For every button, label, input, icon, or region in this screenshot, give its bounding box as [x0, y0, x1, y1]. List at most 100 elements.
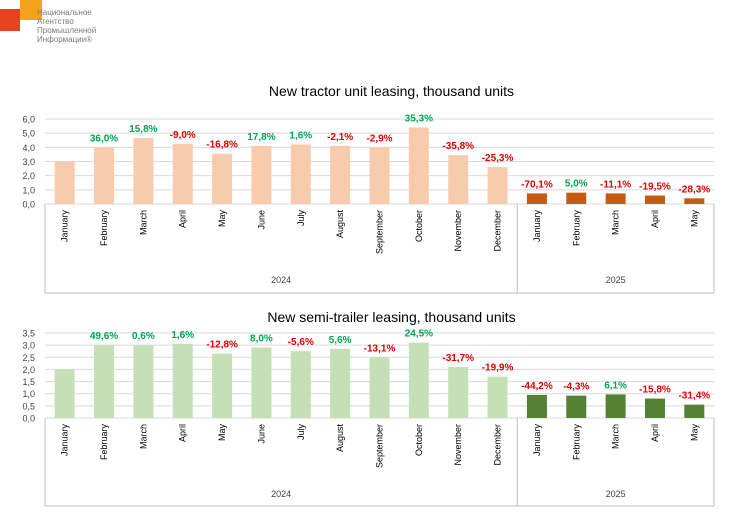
data-label: -35,8%	[442, 141, 474, 152]
x-tick-label: February	[99, 210, 109, 247]
logo-org-line: Агентство	[37, 17, 74, 26]
data-label: -19,5%	[639, 182, 671, 193]
x-tick-label: November	[453, 424, 463, 466]
x-tick-label: February	[99, 424, 109, 461]
group-label: 2025	[606, 275, 626, 285]
group-label: 2024	[271, 489, 291, 499]
y-tick-label: 0,0	[22, 200, 35, 210]
x-tick-label: September	[375, 210, 385, 254]
data-label: 24,5%	[405, 329, 433, 340]
bar	[644, 398, 665, 418]
x-tick-label: March	[611, 210, 621, 235]
data-label: -13,1%	[364, 343, 396, 354]
x-tick-label: February	[571, 210, 581, 247]
data-label: -5,6%	[288, 337, 314, 348]
data-label: 35,3%	[405, 114, 433, 125]
y-tick-label: 0,5	[22, 401, 35, 411]
x-tick-label: April	[650, 210, 660, 228]
x-tick-label: May	[689, 424, 699, 442]
bar	[408, 342, 429, 418]
data-label: -25,3%	[482, 153, 514, 164]
logo-org-name: Национальное Агентство Промышленной Инфо…	[37, 8, 107, 44]
data-label: -31,7%	[442, 353, 474, 364]
x-tick-label: February	[571, 424, 581, 461]
y-tick-label: 6,0	[22, 115, 35, 125]
x-tick-label: October	[414, 424, 424, 456]
data-label: 15,8%	[129, 124, 157, 135]
data-label: -31,4%	[678, 391, 710, 402]
bar	[408, 127, 429, 204]
chart-title: New semi-trailer leasing, thousand units	[267, 309, 515, 325]
y-tick-label: 0,0	[22, 414, 35, 424]
x-tick-label: April	[650, 424, 660, 442]
data-label: -4,3%	[563, 382, 589, 393]
bar	[526, 394, 547, 418]
x-tick-label: December	[493, 210, 503, 252]
chart-title: New tractor unit leasing, thousand units	[269, 83, 514, 99]
logo-org-line: Промышленной	[37, 26, 97, 35]
x-tick-label: January	[532, 424, 542, 457]
bar	[330, 145, 351, 204]
bar	[566, 395, 587, 418]
data-label: 36,0%	[90, 133, 118, 144]
bar	[330, 348, 351, 418]
bar	[94, 147, 115, 204]
x-tick-label: March	[611, 424, 621, 449]
y-tick-label: 3,0	[22, 157, 35, 167]
x-tick-label: August	[335, 210, 345, 239]
bar	[566, 192, 587, 204]
bar	[684, 198, 705, 204]
x-tick-label: June	[256, 210, 266, 230]
y-tick-label: 3,0	[22, 341, 35, 351]
bar	[54, 369, 75, 418]
y-tick-label: 2,0	[22, 365, 35, 375]
x-tick-label: January	[60, 210, 70, 243]
bar	[487, 167, 508, 204]
x-tick-label: May	[217, 424, 227, 442]
data-label: -15,8%	[639, 385, 671, 396]
bar	[448, 367, 469, 418]
data-label: -19,9%	[482, 363, 514, 374]
data-label: -44,2%	[521, 381, 553, 392]
x-tick-label: August	[335, 424, 345, 453]
logo: НАПИ Национальное Агентство Промышленной…	[0, 0, 100, 56]
bar	[487, 376, 508, 418]
y-tick-label: 2,5	[22, 353, 35, 363]
x-tick-label: October	[414, 210, 424, 242]
x-tick-label: January	[532, 210, 542, 243]
logo-org-line: Национальное	[37, 8, 92, 17]
bar	[94, 345, 115, 418]
bar	[684, 404, 705, 418]
y-tick-label: 1,0	[22, 389, 35, 399]
data-label: 0,6%	[132, 331, 155, 342]
bar	[526, 193, 547, 204]
data-label: -11,1%	[600, 179, 631, 190]
data-label: 5,6%	[329, 335, 352, 346]
bar	[369, 147, 390, 204]
y-tick-label: 2,0	[22, 171, 35, 181]
bar	[605, 193, 626, 204]
data-label: 49,6%	[90, 331, 118, 342]
data-label: -12,8%	[206, 340, 238, 351]
bar	[251, 145, 272, 204]
bar	[133, 345, 154, 418]
bar	[251, 347, 272, 418]
x-tick-label: May	[689, 210, 699, 228]
bar	[644, 195, 665, 204]
bar	[448, 155, 469, 204]
x-tick-label: May	[217, 210, 227, 228]
x-tick-label: July	[296, 210, 306, 227]
x-tick-label: November	[453, 210, 463, 252]
data-label: 17,8%	[247, 132, 275, 143]
data-label: 5,0%	[565, 179, 588, 190]
x-tick-label: December	[493, 424, 503, 466]
y-tick-label: 1,0	[22, 185, 35, 195]
group-label: 2025	[606, 489, 626, 499]
x-tick-label: July	[296, 424, 306, 441]
x-tick-label: June	[256, 424, 266, 444]
logo-abbreviation: НАПИ	[3, 4, 18, 10]
data-label: 1,6%	[289, 131, 312, 142]
x-tick-label: April	[178, 424, 188, 442]
